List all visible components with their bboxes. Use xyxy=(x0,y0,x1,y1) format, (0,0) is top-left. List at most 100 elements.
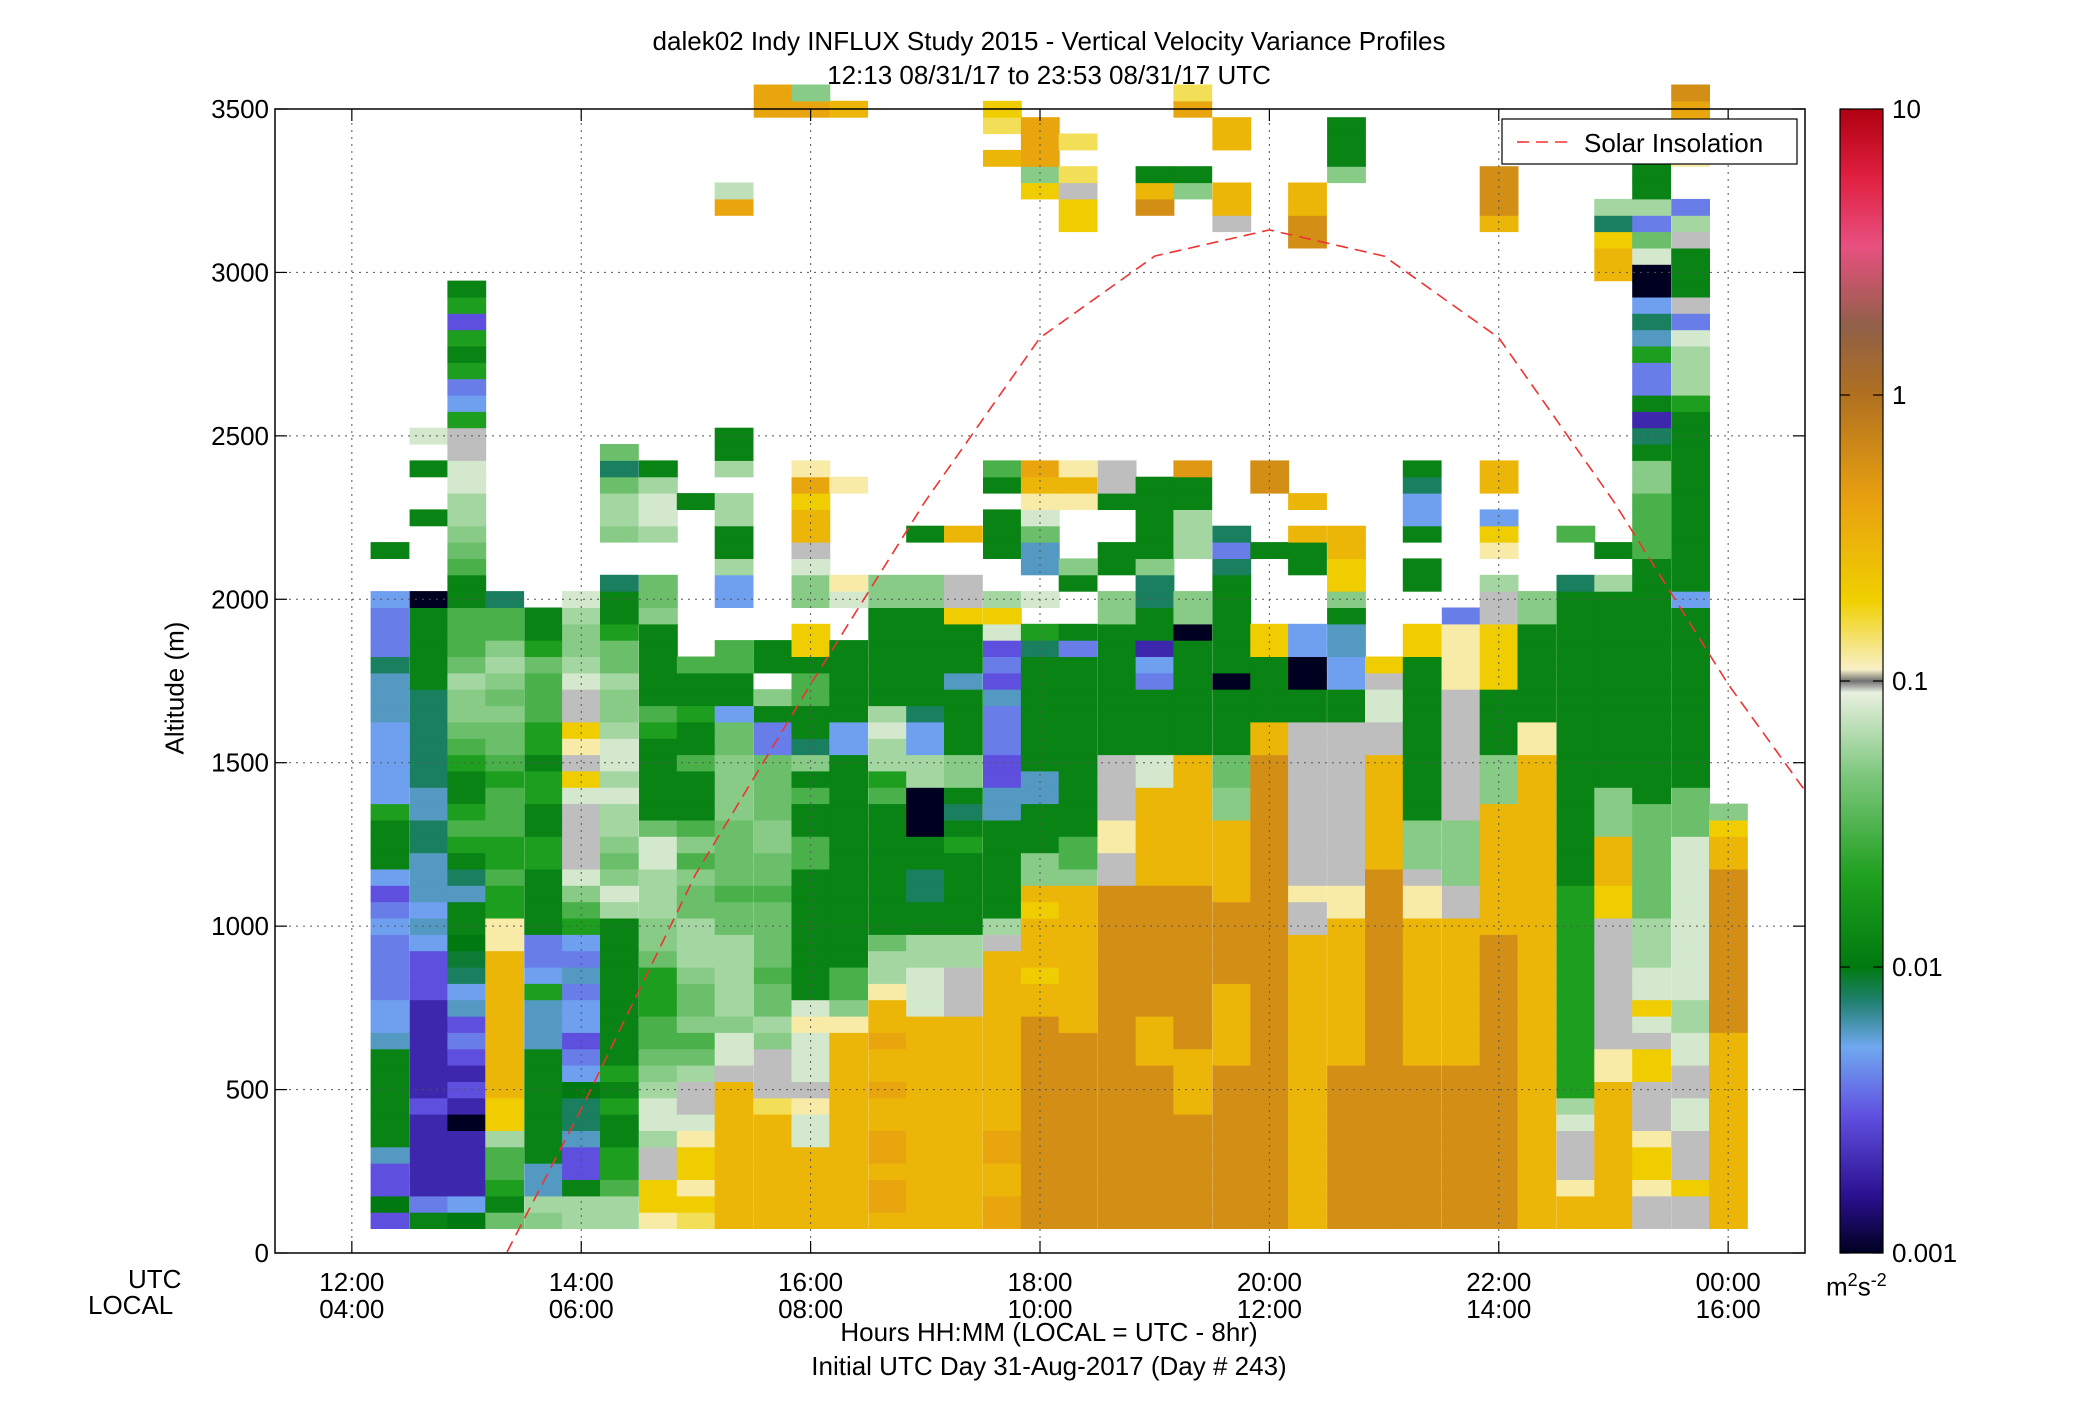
heatmap-cell xyxy=(524,1179,564,1197)
heatmap-cell xyxy=(983,770,1022,788)
heatmap-cell xyxy=(791,1212,831,1229)
heatmap-cell xyxy=(1212,868,1252,886)
heatmap-cell xyxy=(1173,999,1213,1017)
heatmap-cell xyxy=(1709,1016,1748,1033)
heatmap-cell xyxy=(1327,983,1366,1001)
heatmap-cell xyxy=(714,591,754,608)
heatmap-cell xyxy=(1441,983,1481,1001)
heatmap-cell xyxy=(639,803,678,821)
heatmap-cell xyxy=(714,1114,754,1131)
heatmap-cell xyxy=(1479,721,1519,739)
heatmap-cell xyxy=(447,689,487,707)
heatmap-cell xyxy=(1327,1163,1366,1180)
heatmap-cell xyxy=(600,787,639,805)
heatmap-cell xyxy=(944,1146,983,1164)
heatmap-cell xyxy=(1556,819,1596,837)
heatmap-cell xyxy=(944,885,983,903)
heatmap-cell xyxy=(1441,689,1481,707)
heatmap-cell xyxy=(1671,280,1710,298)
heatmap-cell xyxy=(1020,999,1060,1017)
heatmap-cell xyxy=(1632,868,1671,886)
heatmap-cell xyxy=(1173,738,1213,756)
heatmap-cell xyxy=(1594,1212,1634,1229)
heatmap-cell xyxy=(1556,1179,1596,1197)
heatmap-cell xyxy=(485,1097,525,1115)
heatmap-cell xyxy=(1058,182,1098,200)
solar-insolation-curve xyxy=(505,229,1805,1253)
heatmap-cell xyxy=(1632,362,1671,380)
heatmap-cell xyxy=(1058,574,1098,592)
heatmap-cell xyxy=(676,493,716,510)
heatmap-cell xyxy=(1135,754,1175,772)
heatmap-cell xyxy=(944,1032,983,1050)
heatmap-cell xyxy=(600,999,639,1017)
heatmap-cell xyxy=(485,689,525,707)
heatmap-cell xyxy=(1671,721,1710,739)
heatmap-cell xyxy=(1517,1163,1557,1180)
heatmap-cell xyxy=(600,738,639,756)
heatmap-cell xyxy=(868,1032,908,1050)
heatmap-cell xyxy=(1135,787,1175,805)
heatmap-cell xyxy=(829,1163,869,1180)
heatmap-cell xyxy=(1441,607,1481,625)
heatmap-cell xyxy=(370,1212,410,1229)
heatmap-cell xyxy=(600,640,639,657)
heatmap-cell xyxy=(1173,950,1213,968)
units-sup1: 2 xyxy=(1847,1270,1858,1290)
heatmap-cell xyxy=(1135,770,1175,788)
heatmap-cell xyxy=(1632,640,1671,657)
heatmap-cell xyxy=(1709,803,1748,821)
x-tick-label-local: 10:00 xyxy=(1007,1294,1072,1324)
units-sup2: -2 xyxy=(1870,1270,1887,1290)
heatmap-cell xyxy=(1327,1130,1366,1148)
x-tick-label-utc: 12:00 xyxy=(319,1267,384,1297)
heatmap-cell xyxy=(983,1195,1022,1213)
heatmap-cell xyxy=(676,1163,716,1180)
heatmap-cell xyxy=(906,640,945,657)
heatmap-cell xyxy=(1632,1048,1671,1066)
heatmap-cell xyxy=(829,967,869,984)
heatmap-cell xyxy=(1327,689,1366,707)
heatmap-cell xyxy=(447,362,487,380)
heatmap-cell xyxy=(1135,182,1175,200)
colorbar-tick-label: 0.01 xyxy=(1892,952,1943,982)
heatmap-cell xyxy=(829,1065,869,1082)
heatmap-cell xyxy=(1173,166,1213,184)
heatmap-cell xyxy=(1020,558,1060,576)
heatmap-cell xyxy=(868,770,908,788)
heatmap-cell xyxy=(1365,950,1404,968)
heatmap-cell xyxy=(409,770,449,788)
heatmap-cell xyxy=(1556,918,1596,935)
heatmap-cell xyxy=(1058,493,1098,510)
heatmap-cell xyxy=(1594,574,1634,592)
heatmap-cell xyxy=(714,574,754,592)
heatmap-cell xyxy=(447,738,487,756)
heatmap-cell xyxy=(983,1163,1022,1180)
heatmap-cell xyxy=(409,1065,449,1082)
heatmap-cell xyxy=(944,1130,983,1148)
heatmap-cell xyxy=(829,1195,869,1213)
heatmap-cell xyxy=(1632,803,1671,821)
heatmap-cell xyxy=(485,1048,525,1066)
heatmap-cell xyxy=(1097,460,1137,478)
heatmap-cell xyxy=(983,672,1022,690)
heatmap-cell xyxy=(906,754,945,772)
heatmap-cell xyxy=(1097,1114,1137,1131)
heatmap-cell xyxy=(562,607,601,625)
heatmap-cell xyxy=(1173,640,1213,657)
heatmap-cell xyxy=(600,1163,639,1180)
heatmap-cell xyxy=(791,509,831,527)
x-tick-label-utc: 16:00 xyxy=(778,1267,843,1297)
heatmap-cell xyxy=(1250,819,1290,837)
heatmap-cell xyxy=(1632,607,1671,625)
heatmap-cell xyxy=(868,607,908,625)
heatmap-cell xyxy=(1173,672,1213,690)
heatmap-cell xyxy=(485,1032,525,1050)
heatmap-cell xyxy=(524,803,564,821)
heatmap-cell xyxy=(829,983,869,1001)
heatmap-cell xyxy=(983,689,1022,707)
heatmap-cell xyxy=(1556,1195,1596,1213)
heatmap-cell xyxy=(1479,754,1519,772)
heatmap-cell xyxy=(753,885,793,903)
heatmap-cell xyxy=(524,1163,564,1180)
